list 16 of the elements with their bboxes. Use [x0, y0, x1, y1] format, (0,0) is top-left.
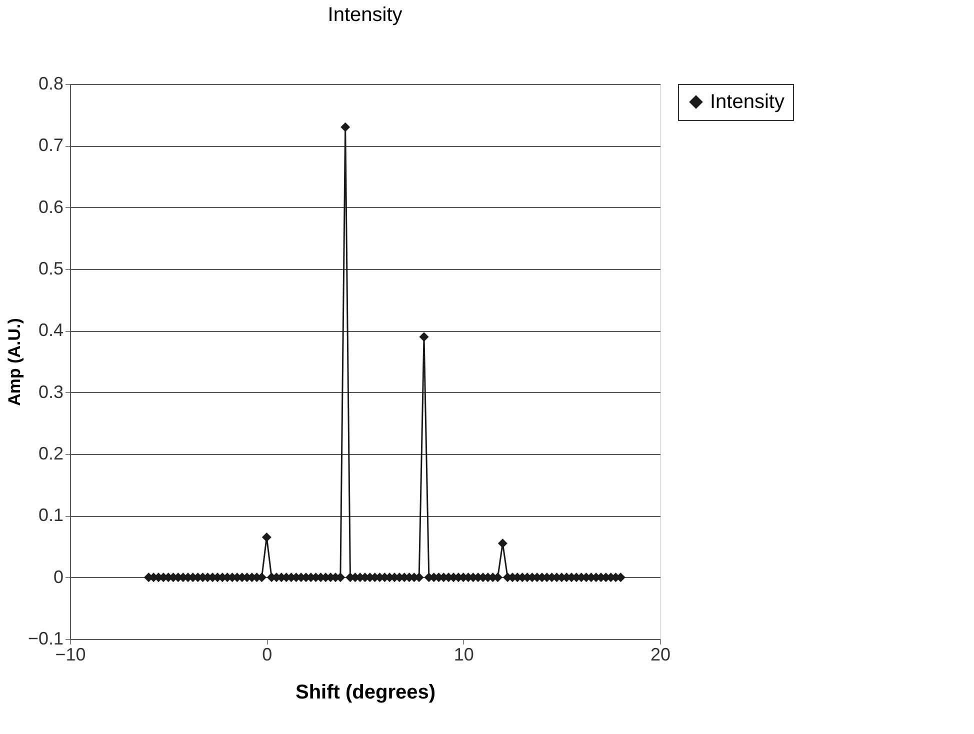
y-tick-label: 0.8 [38, 74, 64, 94]
x-tick-label: 10 [454, 644, 474, 664]
y-tick-label: 0.3 [38, 382, 64, 402]
x-tick-label: 0 [262, 644, 272, 664]
y-tick-label: 0.5 [38, 258, 64, 278]
y-tick-label: 0.6 [38, 196, 64, 217]
chart-title: Intensity [328, 4, 402, 26]
y-axis-title: Amp (A.U.) [4, 318, 24, 406]
y-tick-label: 0.2 [38, 444, 64, 464]
y-tick-label: 0.4 [38, 320, 64, 340]
y-tick-label: 0.1 [38, 505, 64, 526]
legend-label: Intensity [710, 91, 784, 113]
x-tick-label: 20 [650, 644, 671, 664]
y-tick-label: 0 [53, 566, 64, 587]
y-tick-label: 0.7 [38, 135, 64, 156]
x-axis-title: Shift (degrees) [295, 682, 436, 704]
